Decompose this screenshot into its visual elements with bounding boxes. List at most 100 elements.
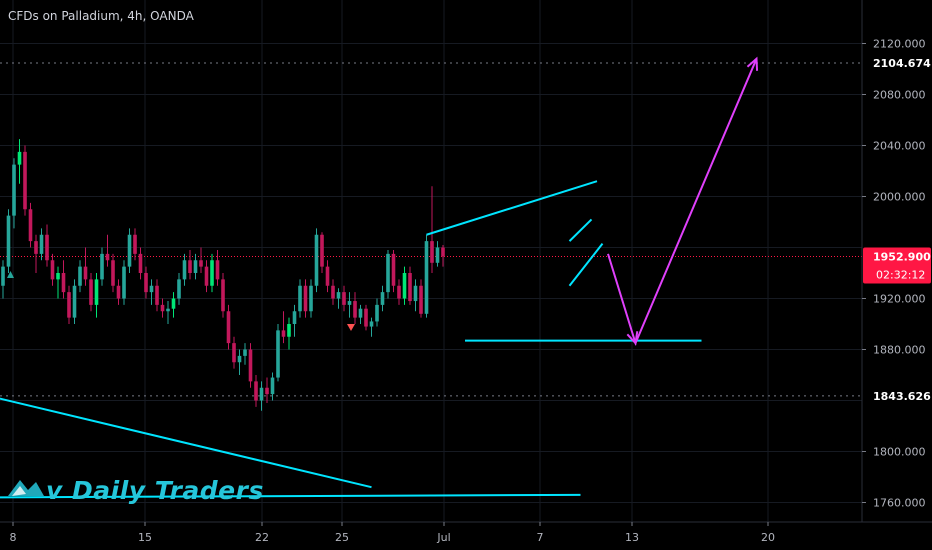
candle-body bbox=[292, 311, 297, 324]
candle-body bbox=[336, 292, 341, 299]
candle-body bbox=[435, 247, 440, 263]
candle-body bbox=[199, 260, 203, 267]
candle-body bbox=[210, 260, 214, 286]
candle-body bbox=[424, 241, 429, 314]
candle-body bbox=[408, 273, 412, 302]
time-tick-label: 22 bbox=[255, 531, 269, 544]
candle-body bbox=[331, 285, 335, 299]
time-tick-label: 13 bbox=[625, 531, 639, 544]
candle-body bbox=[342, 292, 346, 305]
candle-body bbox=[314, 234, 319, 286]
candle-body bbox=[221, 279, 225, 312]
flag-lower bbox=[568, 243, 604, 287]
candle-body bbox=[364, 308, 368, 327]
candle-body bbox=[188, 260, 192, 273]
candle-body bbox=[270, 377, 275, 395]
time-tick-label: 20 bbox=[761, 531, 775, 544]
candle-body bbox=[72, 285, 77, 318]
time-tick-label: 7 bbox=[537, 531, 544, 544]
candle-body bbox=[243, 349, 247, 356]
candle-body bbox=[298, 285, 302, 312]
marked-level-bg bbox=[863, 54, 931, 73]
candle-body bbox=[232, 343, 236, 363]
time-axis-bg bbox=[0, 522, 932, 550]
candle-body bbox=[155, 285, 159, 305]
candle-body bbox=[193, 260, 198, 273]
candle-body bbox=[34, 241, 38, 254]
candle-body bbox=[6, 215, 11, 267]
candle-body bbox=[397, 285, 401, 299]
candle-body bbox=[309, 285, 313, 312]
price-tick-label: 2040.000 bbox=[873, 140, 926, 153]
price-tick-label: 2080.000 bbox=[873, 89, 926, 102]
candle-body bbox=[149, 285, 154, 293]
candle-body bbox=[320, 234, 324, 267]
time-axis[interactable]: 8 15 22 25 Jul 7 13 20 bbox=[0, 521, 932, 550]
candle-body bbox=[369, 321, 374, 327]
buy-signal-icon bbox=[7, 271, 14, 278]
time-tick-label: Jul bbox=[436, 531, 450, 544]
candle-body bbox=[265, 387, 269, 395]
projection-line bbox=[607, 58, 758, 347]
marked-level-bg bbox=[863, 386, 931, 405]
candle-body bbox=[204, 266, 209, 286]
watermark-logo-icon bbox=[8, 480, 44, 496]
candle-body bbox=[325, 266, 330, 286]
candle-body bbox=[23, 151, 27, 210]
candle-body bbox=[111, 260, 115, 286]
candle-body bbox=[182, 260, 187, 280]
candle-body bbox=[402, 273, 407, 299]
candle-body bbox=[50, 260, 55, 280]
candle-body bbox=[303, 285, 308, 312]
chart-title: CFDs on Palladium, 4h, OANDA bbox=[8, 9, 194, 23]
candle-body bbox=[138, 253, 143, 273]
rising-wedge-top bbox=[426, 180, 598, 236]
sell-signal-icon bbox=[347, 324, 355, 331]
price-tick-label: 1760.000 bbox=[873, 497, 926, 510]
candle-body bbox=[391, 253, 396, 286]
last-price-badge bbox=[863, 247, 931, 284]
candle-body bbox=[419, 285, 423, 314]
watermark-text: v Daily Traders bbox=[46, 476, 264, 505]
marked-level-label: 2104.674 bbox=[873, 57, 931, 70]
price-axis[interactable]: 1760.000 1800.000 1880.000 1920.000 2000.000… bbox=[861, 0, 932, 550]
countdown-label: 02:32:12 bbox=[876, 269, 925, 282]
candle-body bbox=[67, 292, 71, 318]
time-tick-label: 8 bbox=[10, 531, 17, 544]
flag-upper bbox=[568, 218, 593, 242]
candle-body bbox=[83, 266, 88, 280]
candle-body bbox=[133, 234, 137, 254]
price-tick-label: 2120.000 bbox=[873, 38, 926, 51]
candle-body bbox=[12, 164, 16, 216]
price-tick-label: 1880.000 bbox=[873, 344, 926, 357]
candle-body bbox=[375, 304, 379, 322]
candle-body bbox=[100, 253, 104, 280]
candle-body bbox=[276, 330, 280, 378]
candle-body bbox=[105, 253, 110, 261]
candle-body bbox=[39, 234, 44, 254]
candle-body bbox=[28, 209, 33, 242]
candle-body bbox=[171, 298, 176, 309]
candle-body bbox=[358, 308, 363, 318]
candle-body bbox=[347, 301, 352, 305]
candle-body bbox=[441, 247, 445, 257]
candle-body bbox=[78, 266, 82, 286]
candle-body bbox=[226, 311, 231, 344]
bottom-horizontal bbox=[0, 493, 581, 499]
time-tick-label: 15 bbox=[138, 531, 152, 544]
candle-body bbox=[380, 292, 385, 305]
candles bbox=[1, 139, 445, 411]
candle-body bbox=[353, 301, 357, 318]
candle-body bbox=[413, 285, 418, 302]
candle-body bbox=[160, 304, 165, 312]
candle-body bbox=[430, 241, 434, 263]
projection-arrow-up bbox=[746, 56, 759, 71]
signal-markers bbox=[7, 271, 355, 331]
candle-body bbox=[56, 273, 60, 280]
candle-body bbox=[254, 381, 258, 401]
marked-level-label: 1843.626 bbox=[873, 390, 931, 403]
candle-body bbox=[177, 279, 181, 299]
candle-body bbox=[237, 355, 242, 363]
time-tick-label: 25 bbox=[335, 531, 349, 544]
